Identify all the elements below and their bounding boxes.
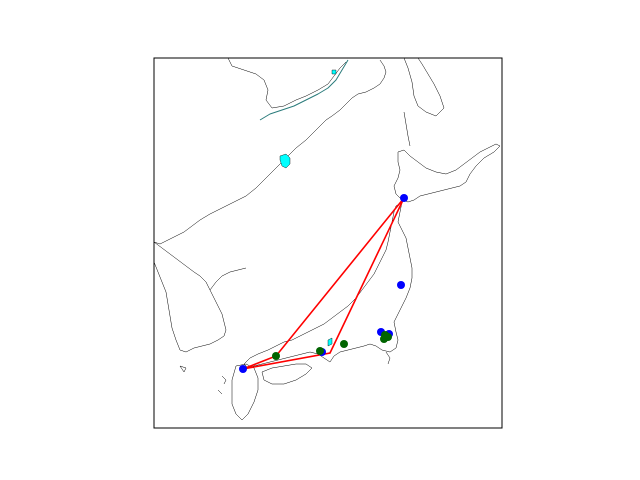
markers (239, 194, 408, 373)
shikoku-coast (261, 363, 313, 385)
island-c (217, 389, 223, 395)
kyushu-coast (231, 363, 259, 421)
korea-east-coast (209, 267, 247, 291)
coastlines (153, 57, 501, 421)
mainland-coast (153, 59, 387, 245)
lake-biwa (327, 337, 333, 347)
green-marker-tokyo-green-3 (380, 335, 388, 343)
hokkaido-coast (393, 143, 501, 203)
blue-marker-sendai-area (397, 281, 405, 289)
green-marker-okayama (272, 352, 280, 360)
far-east-coast (403, 57, 445, 117)
map-background (154, 58, 502, 428)
sakhalin-coast (403, 111, 411, 147)
lake-khanka (279, 153, 291, 169)
honshu-coast (243, 201, 413, 369)
island-b (221, 375, 227, 385)
island-a (385, 351, 391, 365)
island-d (179, 365, 187, 373)
map-frame (153, 57, 503, 429)
green-marker-kobe (316, 347, 324, 355)
lake-north (331, 69, 337, 75)
korea-coast (153, 241, 227, 353)
blue-marker-aomori-hakodate (400, 194, 408, 202)
river-north (227, 57, 347, 109)
blue-marker-kyushu-west (239, 365, 247, 373)
river-teal (259, 59, 349, 121)
green-marker-nagoya (340, 340, 348, 348)
map-panel (153, 57, 502, 428)
